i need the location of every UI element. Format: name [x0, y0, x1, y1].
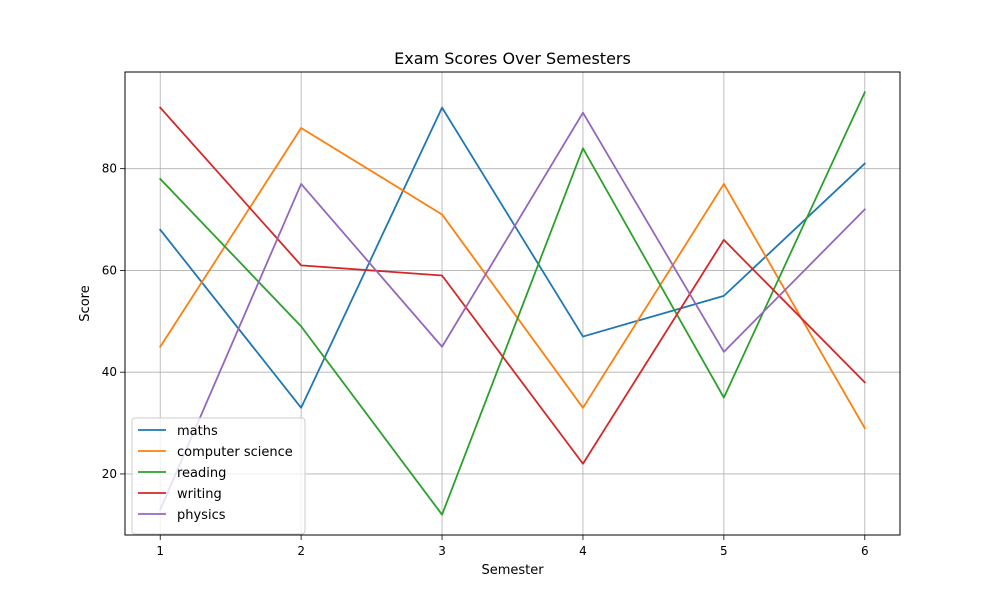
- series-line-reading: [158, 91, 866, 516]
- grid-lines: [125, 72, 900, 535]
- legend-label: computer science: [177, 445, 293, 460]
- series-line-computer-science: [158, 127, 867, 430]
- x-tick-label: 3: [438, 544, 446, 558]
- y-tick-label: 80: [102, 162, 117, 176]
- plot-area-frame: [124, 71, 901, 536]
- x-tick-label: 5: [720, 544, 728, 558]
- legend-label: writing: [177, 487, 222, 502]
- x-axis-label: Semester: [481, 563, 544, 578]
- y-axis-label: Score: [78, 285, 93, 321]
- x-tick-label: 1: [156, 544, 164, 558]
- y-tick-label: 60: [102, 263, 117, 277]
- series-lines: [158, 91, 867, 516]
- legend-label: reading: [177, 466, 226, 481]
- series-line-physics: [159, 111, 867, 511]
- legend: maths computer science reading writing physi…: [131, 417, 306, 535]
- x-tick-label: 4: [579, 544, 587, 558]
- legend-label: maths: [177, 424, 218, 439]
- legend-label: physics: [177, 508, 226, 523]
- x-tick-label: 2: [297, 544, 305, 558]
- axis-ticks: 1 2 3 4 5 6 20 40 60 80: [102, 162, 869, 558]
- y-tick-label: 40: [102, 365, 117, 379]
- legend-box: [131, 417, 306, 535]
- x-tick-label: 6: [861, 544, 869, 558]
- chart-title: Exam Scores Over Semesters: [394, 49, 631, 68]
- y-tick-label: 20: [102, 467, 117, 481]
- series-line-maths: [158, 106, 867, 409]
